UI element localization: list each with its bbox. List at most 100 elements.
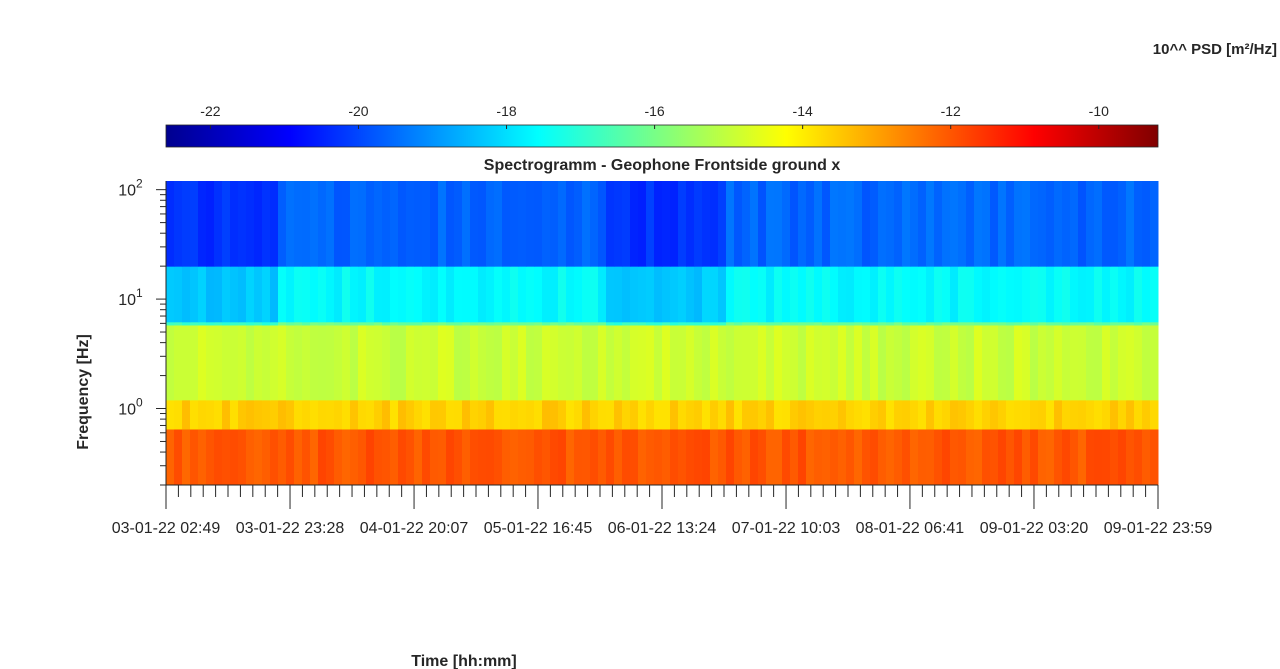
spectrogram-cell: [430, 324, 439, 401]
spectrogram-cell: [670, 324, 679, 401]
spectrogram-cell: [310, 428, 319, 486]
spectrogram-cell: [846, 428, 855, 486]
spectrogram-cell: [1110, 324, 1119, 401]
spectrogram-cell: [958, 321, 967, 326]
spectrogram-cell: [854, 181, 863, 267]
spectrogram-cell: [174, 399, 183, 430]
spectrogram-cell: [222, 181, 231, 267]
spectrogram-cell: [550, 399, 559, 430]
spectrogram-cell: [798, 321, 807, 326]
spectrogram-cell: [334, 181, 343, 267]
spectrogram-cell: [878, 399, 887, 430]
spectrogram-cell: [782, 399, 791, 430]
spectrogram-cell: [486, 324, 495, 401]
spectrogram-cell: [1134, 321, 1143, 326]
spectrogram-cell: [462, 266, 471, 323]
spectrogram-cell: [694, 321, 703, 326]
spectrogram-cell: [918, 324, 927, 401]
spectrogram-cell: [630, 324, 639, 401]
spectrogram-cell: [838, 428, 847, 486]
spectrogram-cell: [950, 321, 959, 326]
spectrogram-cell: [886, 428, 895, 486]
spectrogram-cell: [950, 266, 959, 323]
spectrogram-cell: [198, 428, 207, 486]
spectrogram-cell: [742, 399, 751, 430]
spectrogram-cell: [982, 428, 991, 486]
spectrogram-cell: [502, 428, 511, 486]
spectrogram-cell: [846, 324, 855, 401]
spectrogram-cell: [966, 399, 975, 430]
spectrogram-cell: [790, 321, 799, 326]
spectrogram-cell: [550, 324, 559, 401]
spectrogram-cell: [1094, 399, 1103, 430]
spectrogram-cell: [814, 321, 823, 326]
spectrogram-cell: [1086, 399, 1095, 430]
spectrogram-cell: [838, 181, 847, 267]
spectrogram-cell: [966, 321, 975, 326]
spectrogram-cell: [182, 181, 191, 267]
spectrogram-cell: [182, 324, 191, 401]
spectrogram-cell: [1046, 321, 1055, 326]
spectrogram-cell: [782, 321, 791, 326]
spectrogram-cell: [430, 399, 439, 430]
spectrogram-cell: [406, 181, 415, 267]
spectrogram-cell: [182, 399, 191, 430]
spectrogram-cell: [694, 399, 703, 430]
spectrogram-cell: [222, 321, 231, 326]
spectrogram-cell: [798, 324, 807, 401]
colorbar-tick-label: -18: [496, 103, 516, 119]
spectrogram-cell: [790, 181, 799, 267]
spectrogram-cell: [486, 181, 495, 267]
spectrogram-cell: [294, 321, 303, 326]
spectrogram-cell: [654, 399, 663, 430]
spectrogram-cell: [174, 321, 183, 326]
spectrogram-cell: [574, 399, 583, 430]
spectrogram-cell: [350, 266, 359, 323]
spectrogram-cell: [238, 324, 247, 401]
spectrogram-cell: [558, 399, 567, 430]
spectrogram-cell: [382, 324, 391, 401]
spectrogram-cell: [494, 399, 503, 430]
spectrogram-cell: [198, 266, 207, 323]
spectrogram-cell: [550, 321, 559, 326]
spectrogram-cell: [950, 428, 959, 486]
spectrogram-cell: [166, 324, 175, 401]
spectrogram-cell: [646, 399, 655, 430]
spectrogram-cell: [1102, 399, 1111, 430]
spectrogram-cell: [574, 266, 583, 323]
spectrogram-cell: [462, 399, 471, 430]
spectrogram-cell: [1038, 324, 1047, 401]
spectrogram-cell: [366, 324, 375, 401]
spectrogram-cell: [742, 266, 751, 323]
spectrogram-cell: [198, 181, 207, 267]
spectrogram-cell: [734, 428, 743, 486]
spectrogram-cell: [950, 399, 959, 430]
spectrogram-cell: [974, 321, 983, 326]
spectrogram-cell: [262, 266, 271, 323]
spectrogram-cell: [1062, 324, 1071, 401]
spectrogram-cell: [950, 181, 959, 267]
spectrogram-cell: [430, 428, 439, 486]
spectrogram-cell: [358, 428, 367, 486]
spectrogram-cell: [454, 324, 463, 401]
spectrogram-cell: [766, 266, 775, 323]
spectrogram-cell: [558, 428, 567, 486]
spectrogram-cell: [1110, 266, 1119, 323]
spectrogram-cell: [1022, 324, 1031, 401]
spectrogram-cell: [918, 321, 927, 326]
spectrogram-cell: [534, 399, 543, 430]
y-tick-label: 10: [118, 292, 136, 309]
spectrogram-cell: [798, 399, 807, 430]
spectrogram-cell: [390, 321, 399, 326]
spectrogram-cell: [1070, 428, 1079, 486]
spectrogram-cell: [702, 266, 711, 323]
spectrogram-cell: [438, 266, 447, 323]
spectrogram-cell: [686, 428, 695, 486]
spectrogram-cell: [1142, 428, 1151, 486]
spectrogram-cell: [190, 181, 199, 267]
spectrogram-cell: [1110, 321, 1119, 326]
spectrogram-cell: [478, 324, 487, 401]
spectrogram-cell: [478, 181, 487, 267]
spectrogram-cell: [750, 321, 759, 326]
spectrogram-cell: [1102, 324, 1111, 401]
